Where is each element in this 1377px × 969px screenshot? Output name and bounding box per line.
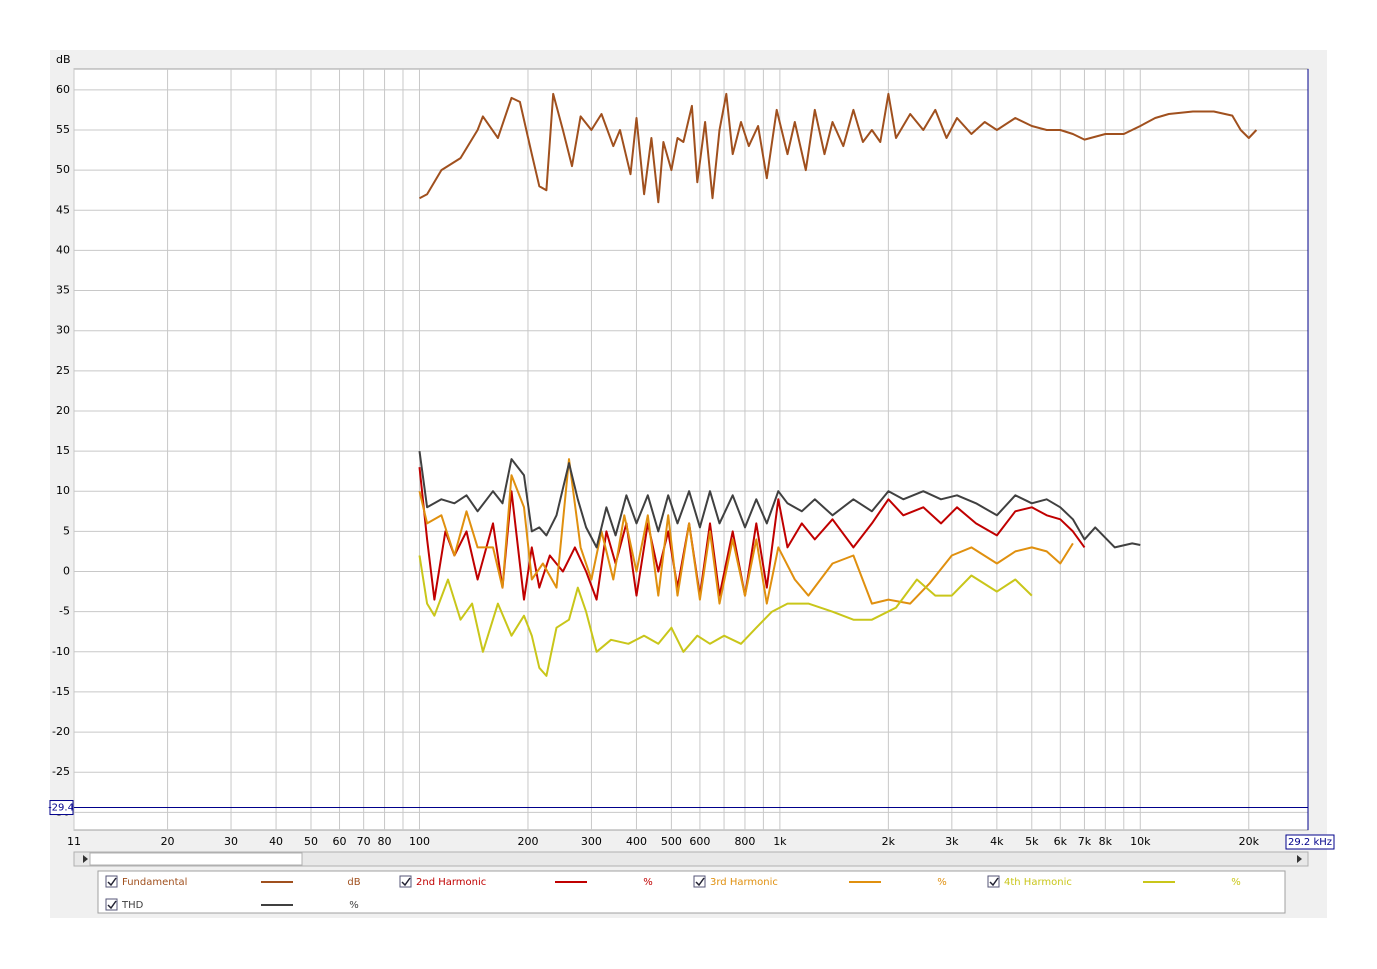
legend-unit: dB <box>347 877 360 888</box>
y-tick-label: 60 <box>56 83 70 96</box>
legend-check[interactable] <box>107 900 117 910</box>
legend-checkbox[interactable] <box>105 898 118 911</box>
legend-checkbox[interactable] <box>987 875 1000 888</box>
x-tick-label: 600 <box>689 835 710 848</box>
scroll-left[interactable] <box>83 855 88 863</box>
cursor-label: 29.2 kHz <box>1288 837 1332 848</box>
y-tick-label: 45 <box>56 203 70 216</box>
x-tick-label: 1k <box>773 835 787 848</box>
scroll-thumb[interactable] <box>89 852 303 866</box>
legend-label: 2nd Harmonic <box>416 877 486 888</box>
y-tick-label: -15 <box>52 685 70 698</box>
series-line <box>418 555 1033 677</box>
x-tick-label: 5k <box>1025 835 1039 848</box>
series-line <box>419 92 1258 204</box>
x-tick-label: 400 <box>626 835 647 848</box>
legend-check[interactable] <box>401 877 411 887</box>
x-tick-label: 10k <box>1130 835 1151 848</box>
y-tick-label: 30 <box>56 324 70 337</box>
y-tick-label: -20 <box>52 725 70 738</box>
x-tick-label: 4k <box>990 835 1004 848</box>
legend-unit: % <box>1231 877 1241 888</box>
x-tick-label: 300 <box>581 835 602 848</box>
x-tick-label: 60 <box>333 835 347 848</box>
y-tick-label: 50 <box>56 163 70 176</box>
legend-label: 3rd Harmonic <box>710 877 778 888</box>
y-tick-label: 0 <box>63 565 70 578</box>
y-tick-label: 15 <box>56 444 70 457</box>
x-tick-label: 50 <box>304 835 318 848</box>
x-tick-label: 40 <box>269 835 283 848</box>
legend-check[interactable] <box>695 877 705 887</box>
cursor-label: -29.4 <box>48 803 74 814</box>
cursor-label-box <box>1285 834 1335 850</box>
legend-unit: % <box>643 877 653 888</box>
x-tick-label: 500 <box>661 835 682 848</box>
scrollbar[interactable] <box>73 851 1309 867</box>
x-tick-label: 800 <box>734 835 755 848</box>
legend-label: Fundamental <box>122 877 187 888</box>
legend-unit: % <box>937 877 947 888</box>
y-tick-label: -5 <box>59 605 70 618</box>
scroll-track[interactable] <box>73 851 1309 867</box>
x-tick-label: 8k <box>1099 835 1113 848</box>
y-tick-label: 55 <box>56 123 70 136</box>
y-tick-label: 10 <box>56 484 70 497</box>
legend <box>97 870 1286 914</box>
x-tick-label: 11 <box>67 835 81 848</box>
legend-check[interactable] <box>107 877 117 887</box>
legend-unit: % <box>349 900 359 911</box>
y-tick-label: 5 <box>63 524 70 537</box>
y-tick-label: 35 <box>56 284 70 297</box>
plot-area <box>73 68 1309 831</box>
x-tick-label: 2k <box>882 835 896 848</box>
x-tick-label: 100 <box>409 835 430 848</box>
y-tick-label: 25 <box>56 364 70 377</box>
cursor-label-box <box>49 800 74 816</box>
x-tick-label: 6k <box>1054 835 1068 848</box>
legend-label: THD <box>121 900 144 911</box>
x-tick-label: 30 <box>224 835 238 848</box>
y-unit: dB <box>56 53 71 66</box>
series-line <box>418 450 1141 549</box>
y-tick-label: -10 <box>52 645 70 658</box>
y-tick-label: -25 <box>52 765 70 778</box>
x-tick-label: 70 <box>357 835 371 848</box>
scroll-right[interactable] <box>1297 855 1302 863</box>
x-tick-label: 80 <box>378 835 392 848</box>
series-line <box>418 458 1074 605</box>
legend-check[interactable] <box>989 877 999 887</box>
y-tick-label: 20 <box>56 404 70 417</box>
y-tick-label: 40 <box>56 243 70 256</box>
legend-label: 4th Harmonic <box>1004 877 1072 888</box>
x-tick-label: 20 <box>161 835 175 848</box>
legend-checkbox[interactable] <box>399 875 412 888</box>
legend-checkbox[interactable] <box>105 875 118 888</box>
x-tick-label: 20k <box>1239 835 1260 848</box>
legend-checkbox[interactable] <box>693 875 706 888</box>
x-tick-label: 7k <box>1078 835 1092 848</box>
x-tick-label: 200 <box>517 835 538 848</box>
x-tick-label: 3k <box>945 835 959 848</box>
